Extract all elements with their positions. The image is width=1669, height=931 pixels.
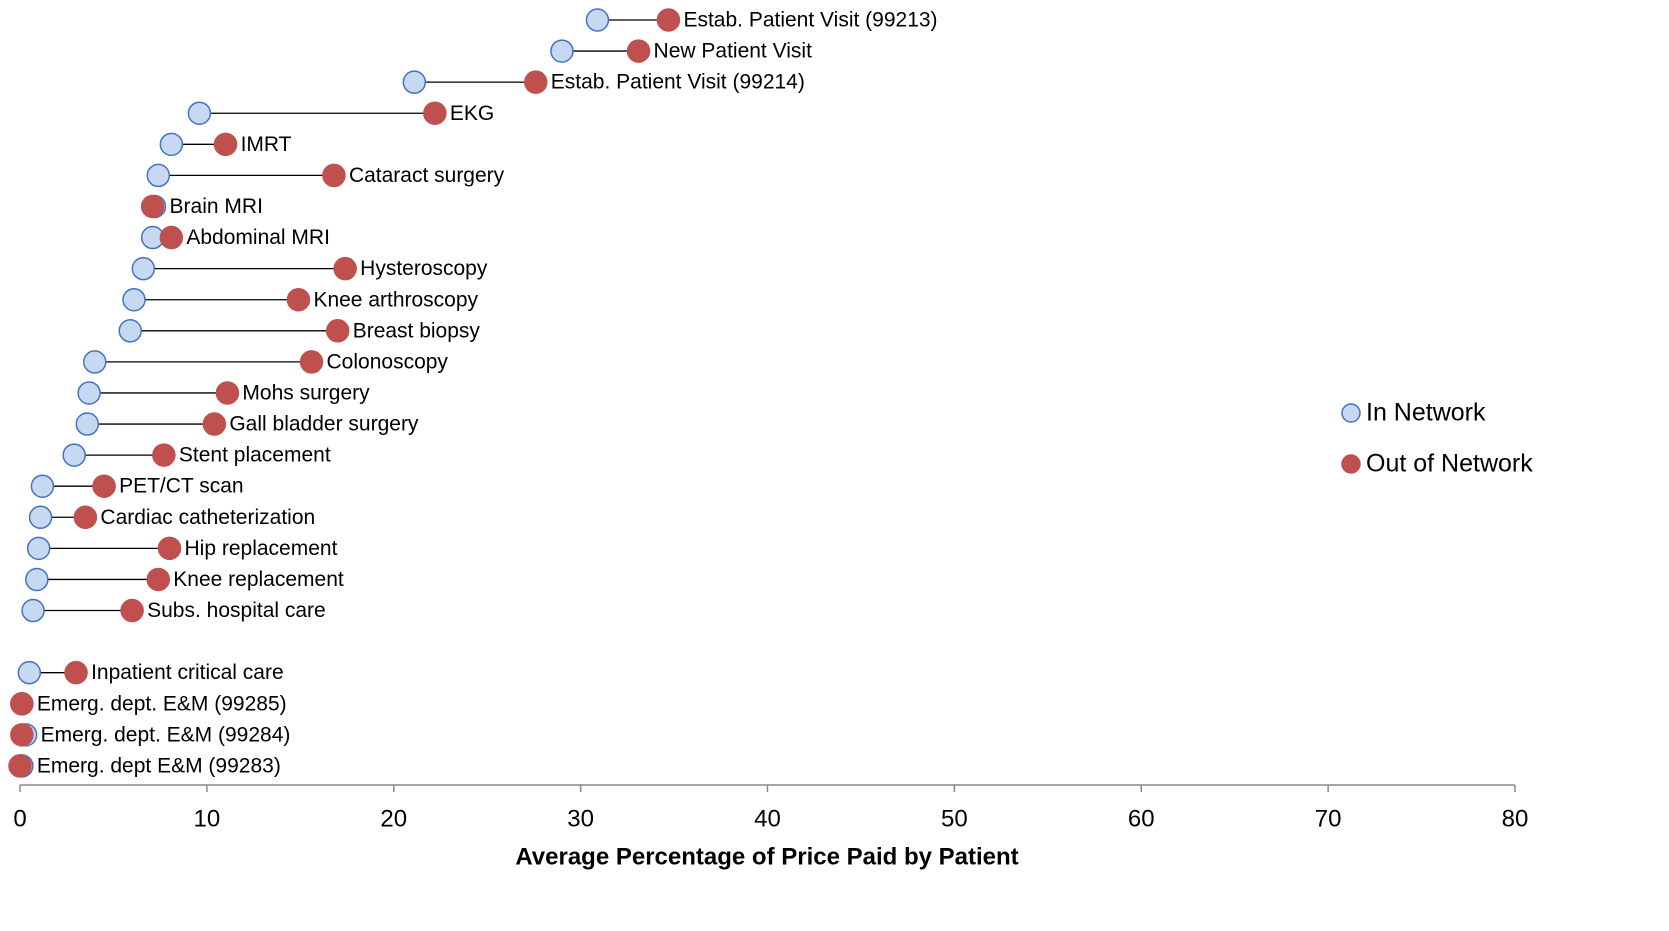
x-axis-title: Average Percentage of Price Paid by Pati… [515,843,1018,870]
dot [8,754,32,778]
dot [28,505,53,530]
dot [64,660,88,685]
dot [21,598,45,623]
x-tick-label: 0 [13,805,26,832]
x-tick-label: 50 [941,805,968,832]
dot [402,70,427,94]
category-label: Brain MRI [170,195,263,218]
x-tick-label: 70 [1315,805,1342,832]
legend-label: In Network [1366,399,1486,427]
dot [73,505,98,530]
category-label: Cardiac catheterization [100,506,315,529]
category-label: PET/CT scan [119,475,243,498]
dot [626,39,651,63]
dot [213,132,238,157]
dot [10,692,34,716]
category-label: Emerg. dept. E&M (99284) [41,723,291,746]
dot [333,256,357,281]
dot [187,101,212,125]
category-label: Breast biopsy [353,319,481,342]
x-tick-label: 10 [194,805,221,832]
dot [75,412,100,436]
dot [118,319,143,343]
category-label: Abdominal MRI [186,226,330,249]
dot [120,598,144,623]
dot [92,474,116,498]
dot [423,101,447,125]
dot [10,723,34,747]
category-label: Knee arthroscopy [313,288,478,311]
category-label: Cataract surgery [349,164,505,187]
dot [585,8,610,32]
category-label: Hip replacement [185,537,338,560]
dot [325,319,350,343]
dot [215,381,240,405]
dot [17,660,42,685]
dot [140,194,165,219]
category-label: Stent placement [179,444,331,467]
dot [299,350,324,374]
dot [656,8,681,32]
dot [322,163,346,188]
x-tick-label: 40 [754,805,781,832]
category-label: Mohs surgery [242,382,370,405]
x-tick-label: 60 [1128,805,1155,832]
category-label: Inpatient critical care [91,661,284,684]
legend-label: Out of Network [1366,450,1533,478]
category-label: Emerg. dept E&M (99283) [37,754,281,777]
legend-marker [1341,403,1361,423]
dot [26,536,51,561]
dot [30,474,55,498]
category-label: EKG [450,102,494,125]
dot [25,567,49,592]
category-label: Colonoscopy [327,350,449,373]
dot [83,350,107,374]
dot [152,443,176,467]
category-label: Gall bladder surgery [229,413,419,436]
category-label: Estab. Patient Visit (99214) [551,71,805,94]
category-label: Emerg. dept. E&M (99285) [37,692,287,715]
legend-marker [1341,454,1361,474]
dot [77,381,101,405]
x-tick-label: 80 [1502,805,1529,832]
dot [146,163,171,188]
dot [202,412,227,436]
category-label: Subs. hospital care [147,599,326,622]
dot [550,39,574,63]
category-label: Estab. Patient Visit (99213) [683,9,937,32]
category-label: Hysteroscopy [360,257,488,280]
x-tick-label: 20 [380,805,407,832]
category-label: Knee replacement [173,568,344,591]
dot [524,70,548,94]
dot [146,567,171,592]
dot [159,225,184,250]
x-tick-label: 30 [567,805,594,832]
dot [122,287,146,312]
category-label: IMRT [241,133,292,156]
dot [131,256,156,281]
dot [159,132,184,157]
category-label: New Patient Visit [654,40,813,63]
dot [286,287,311,312]
dot [62,443,86,467]
dot [157,536,182,561]
